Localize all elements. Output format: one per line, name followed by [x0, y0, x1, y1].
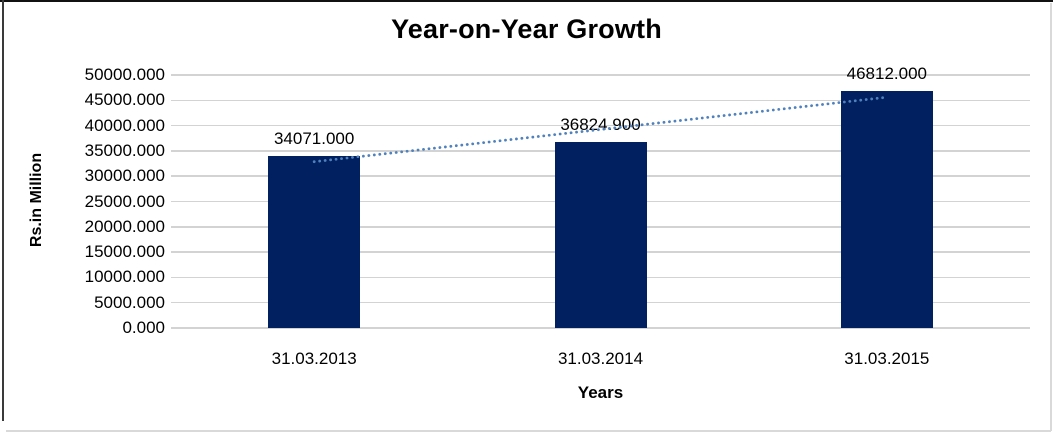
chart-right-border — [1050, 3, 1052, 431]
chart-bottom-border — [6, 430, 1051, 432]
x-axis-title: Years — [577, 383, 624, 402]
y-tick-label: 20000.000 — [84, 216, 165, 236]
x-category-label: 31.03.2014 — [557, 349, 644, 368]
gridline — [171, 74, 1030, 76]
y-tick-label: 30000.000 — [84, 166, 165, 186]
bar-value-label: 34071.000 — [273, 128, 355, 148]
chart-title: Year-on-Year Growth — [391, 14, 662, 44]
bar — [840, 91, 933, 328]
frame-left-border — [2, 0, 4, 421]
y-tick-label: 50000.000 — [84, 65, 165, 84]
y-tick-label: 45000.000 — [84, 90, 165, 110]
x-category-label: 31.03.2015 — [844, 349, 930, 368]
y-tick-label: 10000.000 — [84, 267, 165, 287]
y-tick-label: 25000.000 — [84, 191, 165, 211]
bar — [554, 141, 647, 328]
y-tick-label: 0.000 — [122, 318, 165, 337]
gridline — [171, 327, 1030, 329]
y-tick-label: 35000.000 — [84, 140, 165, 160]
bar-value-label: 36824.900 — [560, 114, 641, 134]
bar-value-label: 46812.000 — [846, 64, 928, 84]
x-category-label: 31.03.2013 — [271, 349, 357, 368]
y-tick-label: 5000.000 — [94, 292, 165, 312]
y-tick-label: 40000.000 — [84, 115, 165, 135]
bar — [268, 155, 361, 328]
frame-top-border — [0, 0, 1053, 2]
y-tick-label: 15000.000 — [84, 242, 165, 262]
